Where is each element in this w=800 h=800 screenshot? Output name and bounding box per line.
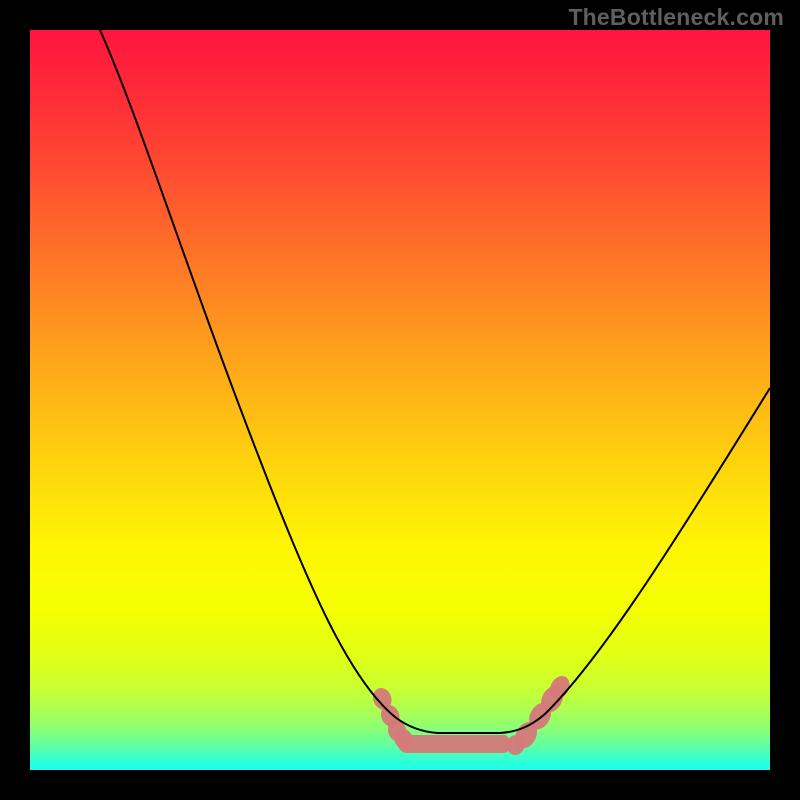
watermark-text: TheBottleneck.com bbox=[568, 4, 784, 31]
trough-marker bbox=[398, 735, 511, 753]
plot-gradient-bg bbox=[30, 30, 770, 770]
bottleneck-chart bbox=[0, 0, 800, 800]
